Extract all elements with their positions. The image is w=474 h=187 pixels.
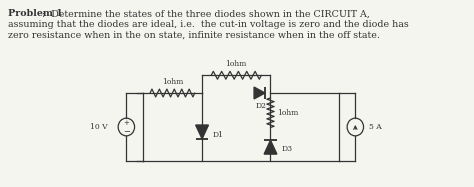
- Text: 10 V: 10 V: [91, 123, 108, 131]
- Text: 5 A: 5 A: [369, 123, 382, 131]
- Text: :  Determine the states of the three diodes shown in the CIRCUIT A,: : Determine the states of the three diod…: [43, 9, 370, 18]
- Polygon shape: [254, 87, 265, 99]
- Text: 1ohm: 1ohm: [162, 78, 183, 86]
- Text: 1ohm: 1ohm: [277, 109, 298, 117]
- Text: +: +: [123, 120, 129, 126]
- Text: D1: D1: [213, 131, 224, 139]
- Text: 1ohm: 1ohm: [226, 60, 247, 68]
- Polygon shape: [196, 125, 209, 139]
- Text: assuming that the diodes are ideal, i.e.  the cut-in voltage is zero and the dio: assuming that the diodes are ideal, i.e.…: [8, 20, 409, 29]
- Text: −: −: [123, 127, 130, 137]
- Text: Problem 1: Problem 1: [8, 9, 63, 18]
- Polygon shape: [264, 140, 277, 154]
- Text: D2: D2: [256, 102, 267, 110]
- Text: D3: D3: [282, 145, 292, 153]
- Text: zero resistance when in the on state, infinite resistance when in the off state.: zero resistance when in the on state, in…: [8, 31, 380, 40]
